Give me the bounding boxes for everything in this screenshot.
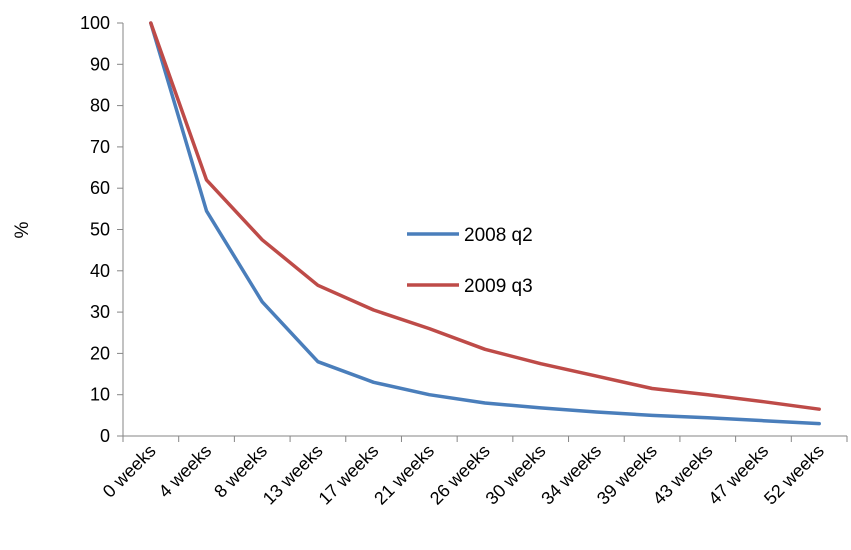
x-tick-label: 39 weeks: [593, 441, 661, 509]
x-tick-label: 21 weeks: [370, 441, 438, 509]
legend-label: 2009 q3: [464, 276, 533, 297]
legend: 2008 q2 2009 q3: [407, 225, 533, 297]
x-tick-label: 47 weeks: [704, 441, 772, 509]
x-tick-label: 13 weeks: [259, 441, 327, 509]
x-tick-label: 17 weeks: [315, 441, 383, 509]
y-tick-label: 0: [100, 426, 110, 446]
series-layer: [149, 21, 821, 426]
x-tick-label: 43 weeks: [649, 441, 717, 509]
x-tick-label: 26 weeks: [426, 441, 494, 509]
y-axis-ticks: 0 10 20 30 40 50 60 70 80 90 100: [80, 13, 123, 446]
series-line-2: [149, 21, 821, 411]
y-tick-label: 90: [90, 54, 110, 74]
y-tick-label: 20: [90, 343, 110, 363]
x-tick-label: 52 weeks: [760, 441, 828, 509]
legend-label: 2008 q2: [464, 225, 533, 246]
y-axis-title: %: [12, 221, 33, 238]
y-tick-label: 30: [90, 302, 110, 322]
y-tick-label: 70: [90, 137, 110, 157]
x-tick-label: 30 weeks: [482, 441, 550, 509]
y-tick-label: 10: [90, 385, 110, 405]
y-tick-label: 100: [80, 13, 110, 33]
y-tick-label: 40: [90, 261, 110, 281]
x-tick-label: 4 weeks: [155, 441, 216, 502]
y-tick-label: 80: [90, 96, 110, 116]
y-tick-label: 60: [90, 178, 110, 198]
x-tick-label: 34 weeks: [537, 441, 605, 509]
x-tick-label: 0 weeks: [99, 441, 160, 502]
series-line-1: [149, 21, 821, 426]
y-tick-label: 50: [90, 220, 110, 240]
